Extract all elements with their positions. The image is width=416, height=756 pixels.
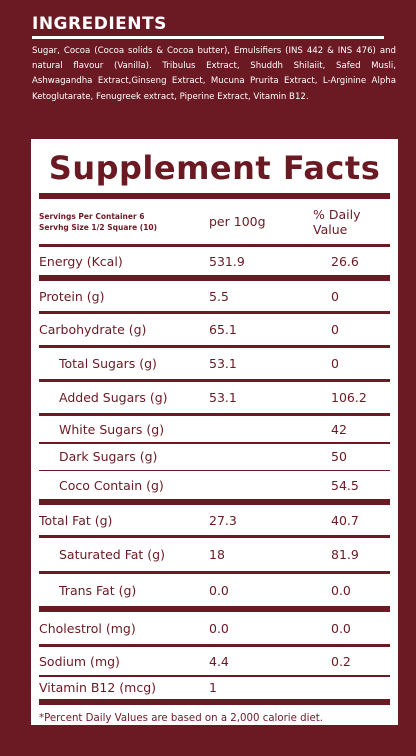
nutrient-daily-value: 0.2 xyxy=(331,653,351,669)
nutrient-label: Trans Fat (g) xyxy=(59,582,137,598)
divider xyxy=(39,345,390,348)
divider xyxy=(39,499,390,505)
column-header-daily-value: % Daily Value xyxy=(313,206,361,237)
supplement-facts-title: Supplement Facts xyxy=(48,149,381,187)
nutrient-label: Energy (Kcal) xyxy=(39,253,123,269)
divider xyxy=(39,244,390,247)
nutrient-label: Total Fat (g) xyxy=(39,512,113,528)
nutrient-row-carbohydrate: Carbohydrate (g) 65.1 0 xyxy=(39,314,390,345)
nutrient-per100g: 18 xyxy=(209,547,225,562)
nutrient-per100g: 27.3 xyxy=(209,512,237,528)
nutrient-label: Coco Contain (g) xyxy=(59,477,164,493)
nutrient-label: Total Sugars (g) xyxy=(59,356,157,371)
nutrient-row-saturated-fat: Saturated Fat (g) 18 81.9 xyxy=(39,538,390,571)
nutrient-label: Added Sugars (g) xyxy=(59,390,168,405)
nutrient-daily-value: 81.9 xyxy=(331,547,359,562)
nutrient-row-total-fat: Total Fat (g) 27.3 40.7 xyxy=(39,505,390,535)
nutrient-label: White Sugars (g) xyxy=(59,421,165,437)
nutrient-daily-value: 26.6 xyxy=(331,253,359,269)
nutrient-daily-value: 40.7 xyxy=(331,512,359,528)
nutrient-daily-value: 54.5 xyxy=(331,477,359,493)
footnote-line: your calorie needs. xyxy=(39,742,137,754)
serving-info: Servings Per Container 6 Servhg Size 1/2… xyxy=(39,211,197,233)
servings-per-container: Servings Per Container 6 xyxy=(39,211,145,221)
nutrient-daily-value: 0 xyxy=(331,288,339,304)
divider xyxy=(39,606,390,612)
nutrient-row-white-sugars: White Sugars (g) 42 xyxy=(39,416,390,442)
nutrient-daily-value: 0 xyxy=(331,322,339,337)
divider xyxy=(39,644,390,647)
nutrient-daily-value: 50 xyxy=(331,449,347,464)
supplement-facts-panel: Supplement Facts Servings Per Container … xyxy=(31,139,398,754)
divider xyxy=(39,379,390,382)
nutrient-label: Vitamin B12 (mcg) xyxy=(39,680,157,695)
divider xyxy=(39,469,390,471)
daily-value-footnote: *Percent Daily Values are based on a 2,0… xyxy=(39,705,390,756)
footnote-line: *Percent Daily Values are based on a 2,0… xyxy=(39,712,323,724)
divider xyxy=(39,413,390,416)
divider xyxy=(39,311,390,314)
nutrient-row-dark-sugars: Dark Sugars (g) 50 xyxy=(39,444,390,470)
serving-size: Servhg Size 1/2 Square (10) xyxy=(39,222,158,232)
ingredients-text: Sugar, Cocoa (Cocoa solids & Cocoa butte… xyxy=(32,46,396,102)
nutrient-label: Protein (g) xyxy=(39,288,105,304)
nutrient-per100g: 53.1 xyxy=(209,390,237,405)
nutrient-row-trans-fat: Trans Fat (g) 0.0 0.0 xyxy=(39,574,390,606)
divider xyxy=(39,193,390,199)
nutrient-row-total-sugars: Total Sugars (g) 53.1 0 xyxy=(39,348,390,379)
nutrient-row-energy: Energy (Kcal) 531.9 26.6 xyxy=(39,247,390,275)
nutrient-daily-value: 0.0 xyxy=(331,582,351,598)
nutrient-row-coco-contain: Coco Contain (g) 54.5 xyxy=(39,471,390,499)
divider xyxy=(39,698,390,705)
ingredients-title: INGREDIENTS xyxy=(32,14,167,34)
nutrient-daily-value: 42 xyxy=(331,421,347,437)
divider xyxy=(39,571,390,574)
nutrient-label: Carbohydrate (g) xyxy=(39,322,147,337)
nutrient-per100g: 4.4 xyxy=(209,653,229,669)
divider xyxy=(39,675,390,677)
facts-header-row: Servings Per Container 6 Servhg Size 1/2… xyxy=(39,199,390,244)
nutrient-label: Dark Sugars (g) xyxy=(59,449,158,464)
ingredients-divider xyxy=(32,36,384,39)
divider xyxy=(39,442,390,444)
nutrient-row-protein: Protein (g) 5.5 0 xyxy=(39,281,390,311)
nutrient-per100g: 5.5 xyxy=(209,288,229,304)
nutrient-per100g: 1 xyxy=(209,680,217,695)
column-header-per100g: per 100g xyxy=(209,214,266,229)
nutrient-row-sodium: Sodium (mg) 4.4 0.2 xyxy=(39,647,390,675)
nutrient-label: Saturated Fat (g) xyxy=(59,547,165,562)
nutrient-daily-value: 0.0 xyxy=(331,620,351,636)
divider xyxy=(39,275,390,281)
nutrient-label: Cholestrol (mg) xyxy=(39,620,136,636)
nutrient-row-vitamin-b12: Vitamin B12 (mcg) 1 xyxy=(39,677,390,699)
footnote-line: Your Daily Values may be higher or lower… xyxy=(39,727,322,739)
nutrient-per100g: 0.0 xyxy=(209,582,229,598)
nutrient-row-cholestrol: Cholestrol (mg) 0.0 0.0 xyxy=(39,612,390,644)
nutrient-per100g: 0.0 xyxy=(209,620,229,636)
nutrient-label: Sodium (mg) xyxy=(39,653,120,669)
nutrient-daily-value: 0 xyxy=(331,356,339,371)
divider xyxy=(39,535,390,538)
nutrient-row-added-sugars: Added Sugars (g) 53.1 106.2 xyxy=(39,382,390,413)
nutrient-per100g: 65.1 xyxy=(209,322,237,337)
nutrient-per100g: 531.9 xyxy=(209,253,245,269)
nutrient-per100g: 53.1 xyxy=(209,356,237,371)
nutrient-daily-value: 106.2 xyxy=(331,390,367,405)
